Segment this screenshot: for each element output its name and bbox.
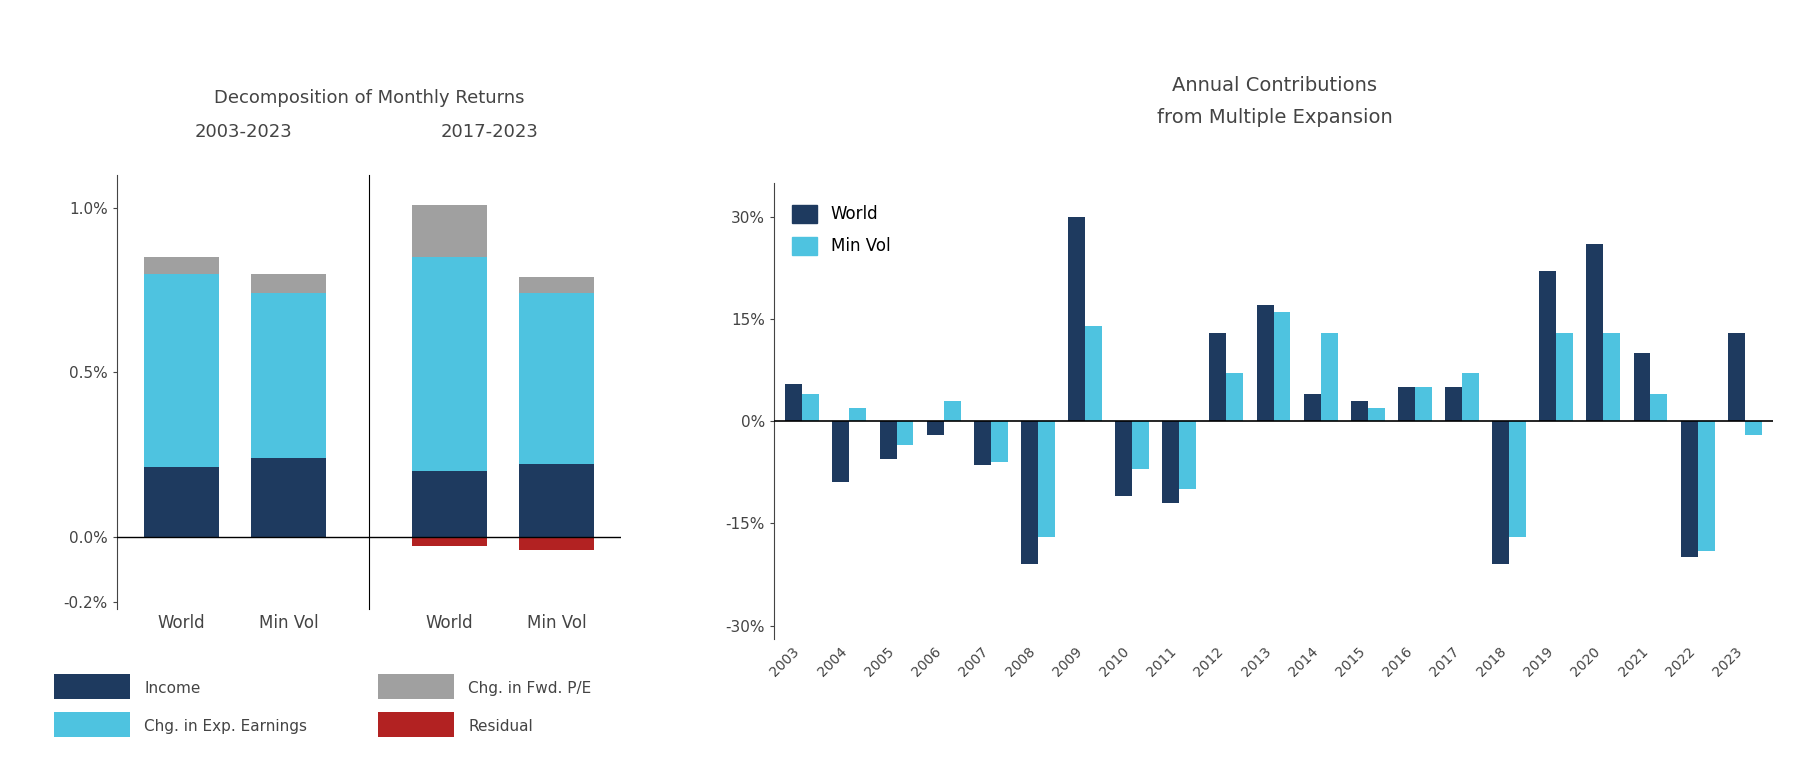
Bar — [412, 257, 488, 471]
Bar — [927, 421, 943, 435]
Bar — [250, 457, 326, 537]
Bar — [412, 471, 488, 537]
Bar — [144, 467, 220, 537]
Bar — [1350, 401, 1368, 421]
Bar — [1651, 394, 1667, 421]
Text: from Multiple Expansion: from Multiple Expansion — [1157, 108, 1391, 127]
Bar — [250, 293, 326, 457]
Bar — [1492, 421, 1508, 564]
Text: Annual Contributions: Annual Contributions — [1172, 76, 1377, 95]
Bar — [1697, 421, 1715, 551]
Bar — [1179, 421, 1197, 489]
Text: Residual: Residual — [468, 719, 533, 734]
Bar — [1368, 408, 1384, 421]
Bar — [412, 537, 488, 546]
Bar — [1445, 387, 1462, 421]
Bar — [1634, 353, 1651, 421]
Bar — [1163, 421, 1179, 503]
Text: Chg. in Exp. Earnings: Chg. in Exp. Earnings — [144, 719, 308, 734]
Bar — [1744, 421, 1762, 435]
Bar — [518, 537, 594, 549]
Bar — [1067, 217, 1085, 421]
Bar — [1728, 333, 1744, 421]
Bar — [518, 277, 594, 293]
Bar — [880, 421, 896, 459]
Bar — [943, 401, 961, 421]
Bar — [250, 274, 326, 293]
Bar — [1303, 394, 1321, 421]
Bar — [1462, 374, 1480, 421]
Bar — [803, 394, 819, 421]
Bar — [1321, 333, 1337, 421]
Bar — [1210, 333, 1226, 421]
Bar — [144, 274, 220, 467]
Text: Income: Income — [144, 681, 200, 696]
Bar — [518, 293, 594, 464]
Text: Decomposition of Monthly Returns: Decomposition of Monthly Returns — [214, 89, 524, 107]
Bar — [1415, 387, 1431, 421]
Bar — [1586, 244, 1604, 421]
Legend: World, Min Vol: World, Min Vol — [792, 205, 891, 256]
Bar — [144, 537, 220, 538]
Text: 2017-2023: 2017-2023 — [441, 123, 538, 141]
Text: Chg. in Fwd. P/E: Chg. in Fwd. P/E — [468, 681, 590, 696]
Bar — [1604, 333, 1620, 421]
Bar — [896, 421, 913, 445]
Bar — [1539, 271, 1557, 421]
Bar — [1085, 326, 1102, 421]
Bar — [1116, 421, 1132, 496]
Bar — [1226, 374, 1244, 421]
Bar — [990, 421, 1008, 462]
Bar — [144, 257, 220, 274]
Bar — [1039, 421, 1055, 537]
Bar — [1021, 421, 1039, 564]
Bar — [832, 421, 850, 482]
Bar — [1256, 305, 1274, 421]
Bar — [1274, 312, 1291, 421]
Bar — [1557, 333, 1573, 421]
Bar — [785, 384, 803, 421]
Bar — [1399, 387, 1415, 421]
Bar — [974, 421, 990, 466]
Bar — [1132, 421, 1148, 469]
Bar — [518, 464, 594, 537]
Bar — [1681, 421, 1697, 558]
Text: 2003-2023: 2003-2023 — [194, 123, 292, 141]
Bar — [412, 205, 488, 257]
Bar — [1508, 421, 1526, 537]
Bar — [850, 408, 866, 421]
